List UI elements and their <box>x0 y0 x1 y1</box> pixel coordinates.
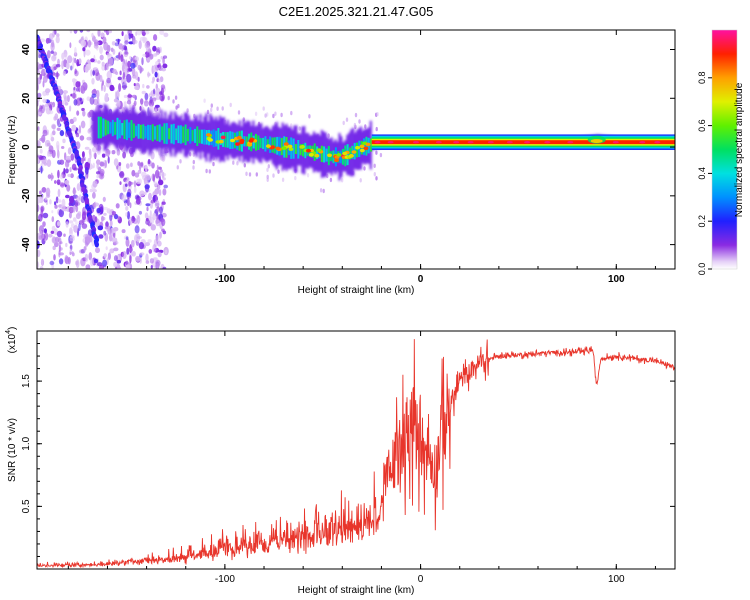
snr-ticks: -100 0 100 0.5 1.0 1.5 <box>21 331 675 585</box>
spectrogram-xtick-label: 100 <box>608 274 625 285</box>
colorbar-tick-label: 0.8 <box>697 72 707 85</box>
colorbar-ticks: 0.0 0.2 0.4 0.6 0.8 <box>697 72 712 276</box>
snr-ytick-label: 0.5 <box>21 499 32 513</box>
spectrogram-ylabel: Frequency (Hz) <box>7 116 18 185</box>
spectrogram-ridge <box>91 103 675 181</box>
spectrogram-xtick-label: -100 <box>215 274 235 285</box>
spectrogram-secondary-trace <box>37 34 100 248</box>
colorbar: 0.0 0.2 0.4 0.6 0.8 Normalized spectral ampl… <box>697 29 745 276</box>
spectrogram-xtick-label: 0 <box>418 274 424 285</box>
colorbar-tick-label: 0.0 <box>697 263 707 276</box>
snr-scale-exponent: 4 <box>5 330 12 334</box>
spectrogram-content <box>37 30 675 269</box>
colorbar-label: Normalized spectral amplitude <box>734 82 745 217</box>
snr-ylabel: SNR (10 * v/v) <box>7 418 18 482</box>
snr-xtick-label: 100 <box>608 574 625 585</box>
spectrogram-ytick-label: -40 <box>21 237 32 252</box>
snr-ytick-label: 1.5 <box>21 374 32 388</box>
snr-xlabel: Height of straight line (km) <box>298 585 415 596</box>
snr-scale-prefix: (x10 <box>7 333 18 353</box>
snr-xtick-label: 0 <box>418 574 424 585</box>
colorbar-tick-label: 0.4 <box>697 167 707 180</box>
snr-frame <box>36 330 676 570</box>
spectrogram-xlabel: Height of straight line (km) <box>298 285 415 296</box>
spectrogram-frame <box>36 29 676 270</box>
spectrogram-ticks: -100 0 100 -40 -20 0 20 40 <box>21 30 675 285</box>
figure-title: C2E1.2025.321.21.47.G05 <box>279 4 434 19</box>
spectrogram-ytick-label: 0 <box>21 144 32 150</box>
snr-series-line <box>37 339 675 569</box>
spectrogram-noise <box>37 30 383 269</box>
spectrogram-plot: -100 0 100 -40 -20 0 20 40 Height of straight l… <box>7 29 676 296</box>
colorbar-tick-label: 0.6 <box>697 119 707 132</box>
snr-plot: -100 0 100 0.5 1.0 1.5 Height of straight lin… <box>5 327 676 596</box>
snr-xtick-label: -100 <box>215 574 235 585</box>
snr-ytick-label: 1.0 <box>21 436 32 450</box>
svg-text:(x104): (x104) <box>5 327 18 354</box>
snr-plot-area <box>37 331 675 569</box>
spectrogram-ytick-label: 20 <box>21 92 32 104</box>
spectrogram-ytick-label: -20 <box>21 188 32 203</box>
colorbar-tick-label: 0.2 <box>697 215 707 228</box>
colorbar-gradient <box>711 29 738 270</box>
spectrogram-ytick-label: 40 <box>21 44 32 56</box>
snr-scale-label: (x104) <box>5 327 18 354</box>
